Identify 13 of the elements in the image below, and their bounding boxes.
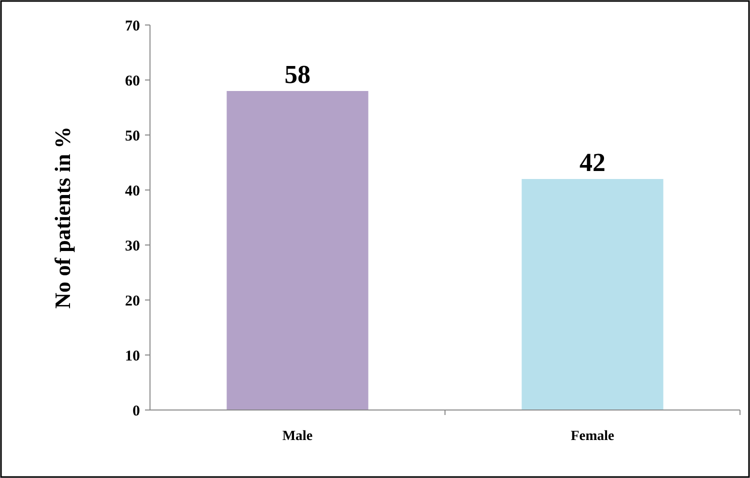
data-label: 58 <box>284 60 310 89</box>
x-tick-label: Female <box>570 429 614 444</box>
y-tick-label: 0 <box>132 403 140 420</box>
y-tick-label: 10 <box>125 348 140 364</box>
y-axis-title: No of patients in % <box>50 126 75 309</box>
x-tick-label: Male <box>282 429 313 444</box>
y-tick-label: 60 <box>125 73 140 90</box>
y-tick-label: 50 <box>125 128 140 144</box>
data-label: 42 <box>580 148 606 177</box>
y-tick-label: 40 <box>125 183 140 200</box>
y-tick-label: 30 <box>125 238 140 254</box>
y-tick-label: 70 <box>125 18 140 34</box>
y-tick-label: 20 <box>125 293 140 310</box>
